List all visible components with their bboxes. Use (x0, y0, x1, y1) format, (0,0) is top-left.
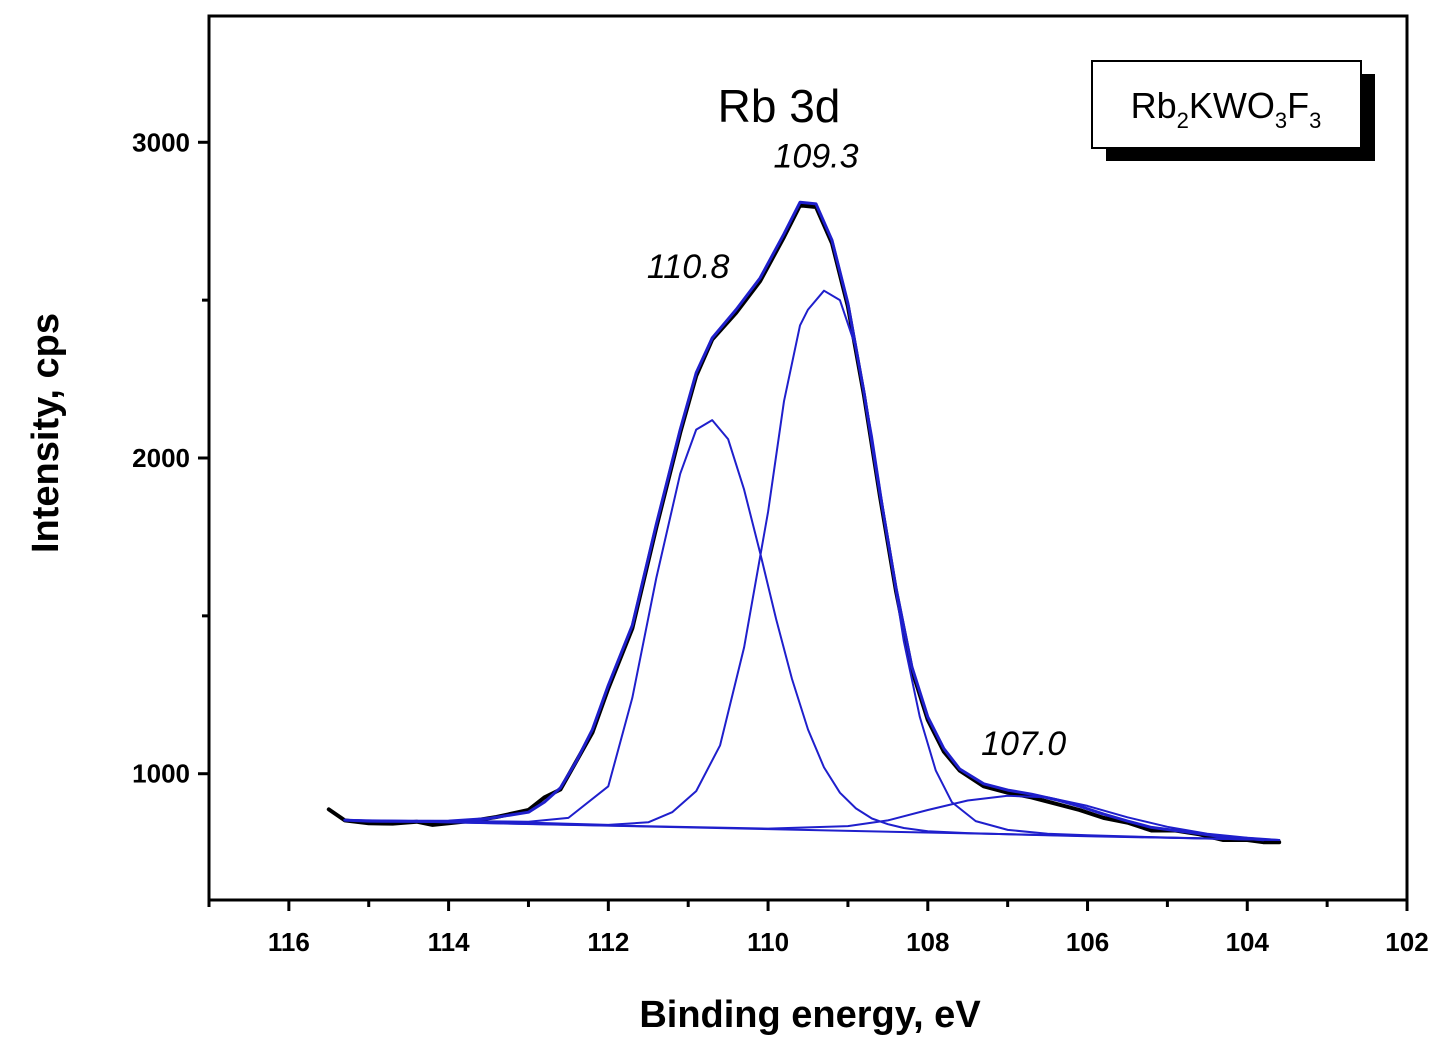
legend-formula: Rb2KWO3F3 (1131, 85, 1322, 133)
x-tick-label-114: 114 (428, 927, 470, 957)
y-tick-label-2000: 2000 (132, 443, 190, 473)
x-tick-label-108: 108 (906, 927, 949, 957)
peak-annotations: 110.8 109.3 107.0 (647, 138, 1066, 763)
legend-sub-f: 3 (1309, 108, 1321, 133)
series-background (343, 819, 1281, 841)
y-tick-label-1000: 1000 (132, 759, 190, 789)
series-layer (326, 200, 1282, 845)
peak-label-107-0: 107.0 (981, 725, 1066, 763)
series-component-110-8-ev (343, 419, 1281, 841)
y-tick-label-3000: 3000 (132, 127, 190, 157)
x-tick-label-112: 112 (587, 927, 629, 957)
legend-frame (1091, 60, 1362, 149)
y-axis-ticks: 1000 2000 3000 (132, 127, 209, 789)
legend-part-rb: Rb (1131, 85, 1177, 126)
legend-box: Rb2KWO3F3 (1091, 60, 1375, 161)
x-tick-label-110: 110 (747, 927, 789, 957)
legend-part-f: F (1287, 85, 1309, 126)
x-axis-ticks: 116 114 112 110 108 106 104 102 (207, 900, 1429, 957)
legend-sub-kwo: 3 (1275, 108, 1287, 133)
y-axis-title: Intensity, cps (25, 313, 67, 553)
x-tick-label-106: 106 (1066, 927, 1109, 957)
legend-part-kwo: KWO (1189, 85, 1275, 126)
series-fit-envelope (343, 200, 1265, 842)
x-tick-label-104: 104 (1226, 927, 1270, 957)
series-component-107-0-ev (343, 794, 1281, 841)
peak-label-110-8: 110.8 (647, 248, 730, 286)
chart-title: Rb 3d (718, 80, 841, 132)
x-axis-title: Binding energy, eV (639, 994, 981, 1036)
peak-label-109-3: 109.3 (773, 138, 858, 176)
series-experimental (326, 203, 1282, 845)
x-tick-label-102: 102 (1385, 927, 1428, 957)
series-component-109-3-ev (343, 289, 1281, 841)
x-tick-label-116: 116 (268, 927, 310, 957)
legend-sub-rb: 2 (1177, 108, 1189, 133)
